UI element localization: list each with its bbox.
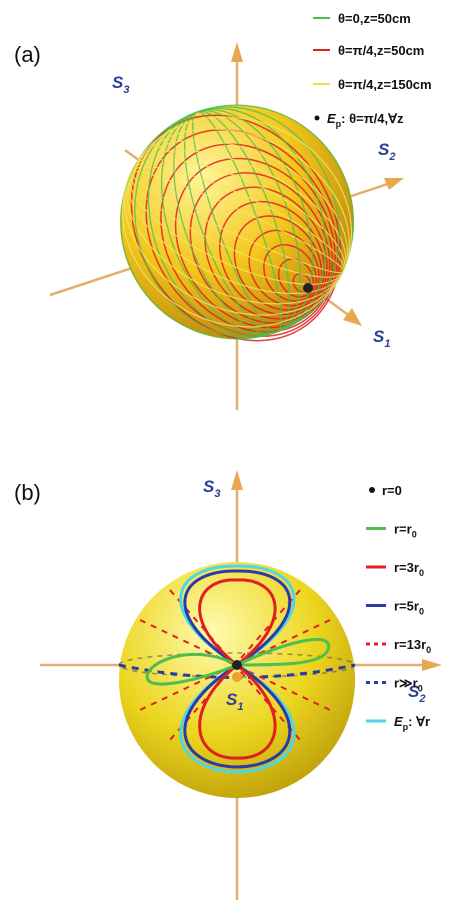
arrow — [422, 659, 442, 671]
point — [232, 660, 242, 670]
legend-label: r=13r0 — [394, 637, 431, 655]
subscript: 1 — [237, 701, 243, 713]
text: r=0 — [382, 483, 402, 498]
legend-a: θ=0,z=50cm θ=π/4,z=50cm θ=π/4,z=150cm Ep… — [313, 11, 432, 129]
text: r=3r — [394, 560, 419, 575]
legend-label: Ep: ∀r — [394, 714, 430, 732]
subscript: 2 — [418, 693, 425, 705]
text: r=5r — [394, 599, 419, 614]
legend-label: r=0 — [382, 483, 402, 498]
panel-label: (a) — [14, 42, 41, 67]
legend-label: r=3r0 — [394, 560, 424, 578]
text: r≫r — [394, 676, 418, 691]
point — [303, 283, 313, 293]
text: : ∀r — [408, 714, 430, 729]
figure: (a) S3 S2 S1 θ=0,z=50cm θ=π/4,z=50cm θ=π… — [0, 0, 471, 904]
arrow — [231, 470, 243, 490]
subscript: 2 — [388, 151, 395, 163]
subscript: 0 — [418, 684, 423, 694]
legend-label: θ=0,z=50cm — [338, 11, 411, 26]
subscript: 0 — [426, 645, 431, 655]
subscript: 3 — [214, 488, 220, 500]
text: : θ=π/4,∀z — [341, 111, 404, 126]
legend-swatch — [315, 116, 320, 121]
axis-label: S3 — [203, 477, 220, 500]
axis-label: S2 — [378, 140, 395, 163]
text: r=13r — [394, 637, 426, 652]
text: S — [378, 140, 390, 159]
legend-swatch — [369, 487, 375, 493]
subscript: 0 — [412, 530, 417, 540]
arrow — [231, 42, 243, 62]
subscript: 0 — [419, 607, 424, 617]
legend-label: θ=π/4,z=50cm — [338, 43, 424, 58]
legend-label: θ=π/4,z=150cm — [338, 77, 432, 92]
panel-label: (b) — [14, 480, 41, 505]
text: E — [394, 714, 403, 729]
axis-tip — [232, 672, 242, 682]
arrow — [384, 178, 404, 190]
axis-label: S1 — [373, 327, 390, 350]
text: S — [112, 73, 124, 92]
legend-label: r=r0 — [394, 522, 417, 540]
legend-label: r=5r0 — [394, 599, 424, 617]
subscript: 3 — [123, 84, 129, 96]
text: r=r — [394, 522, 412, 537]
text: S — [203, 477, 215, 496]
subscript: 1 — [384, 338, 390, 350]
axis-label: S3 — [112, 73, 129, 96]
arrow — [343, 308, 362, 326]
text: S — [373, 327, 385, 346]
subscript: 0 — [419, 568, 424, 578]
text: E — [327, 111, 336, 126]
legend-label: Ep: θ=π/4,∀z — [327, 111, 404, 129]
text: S — [226, 690, 238, 709]
